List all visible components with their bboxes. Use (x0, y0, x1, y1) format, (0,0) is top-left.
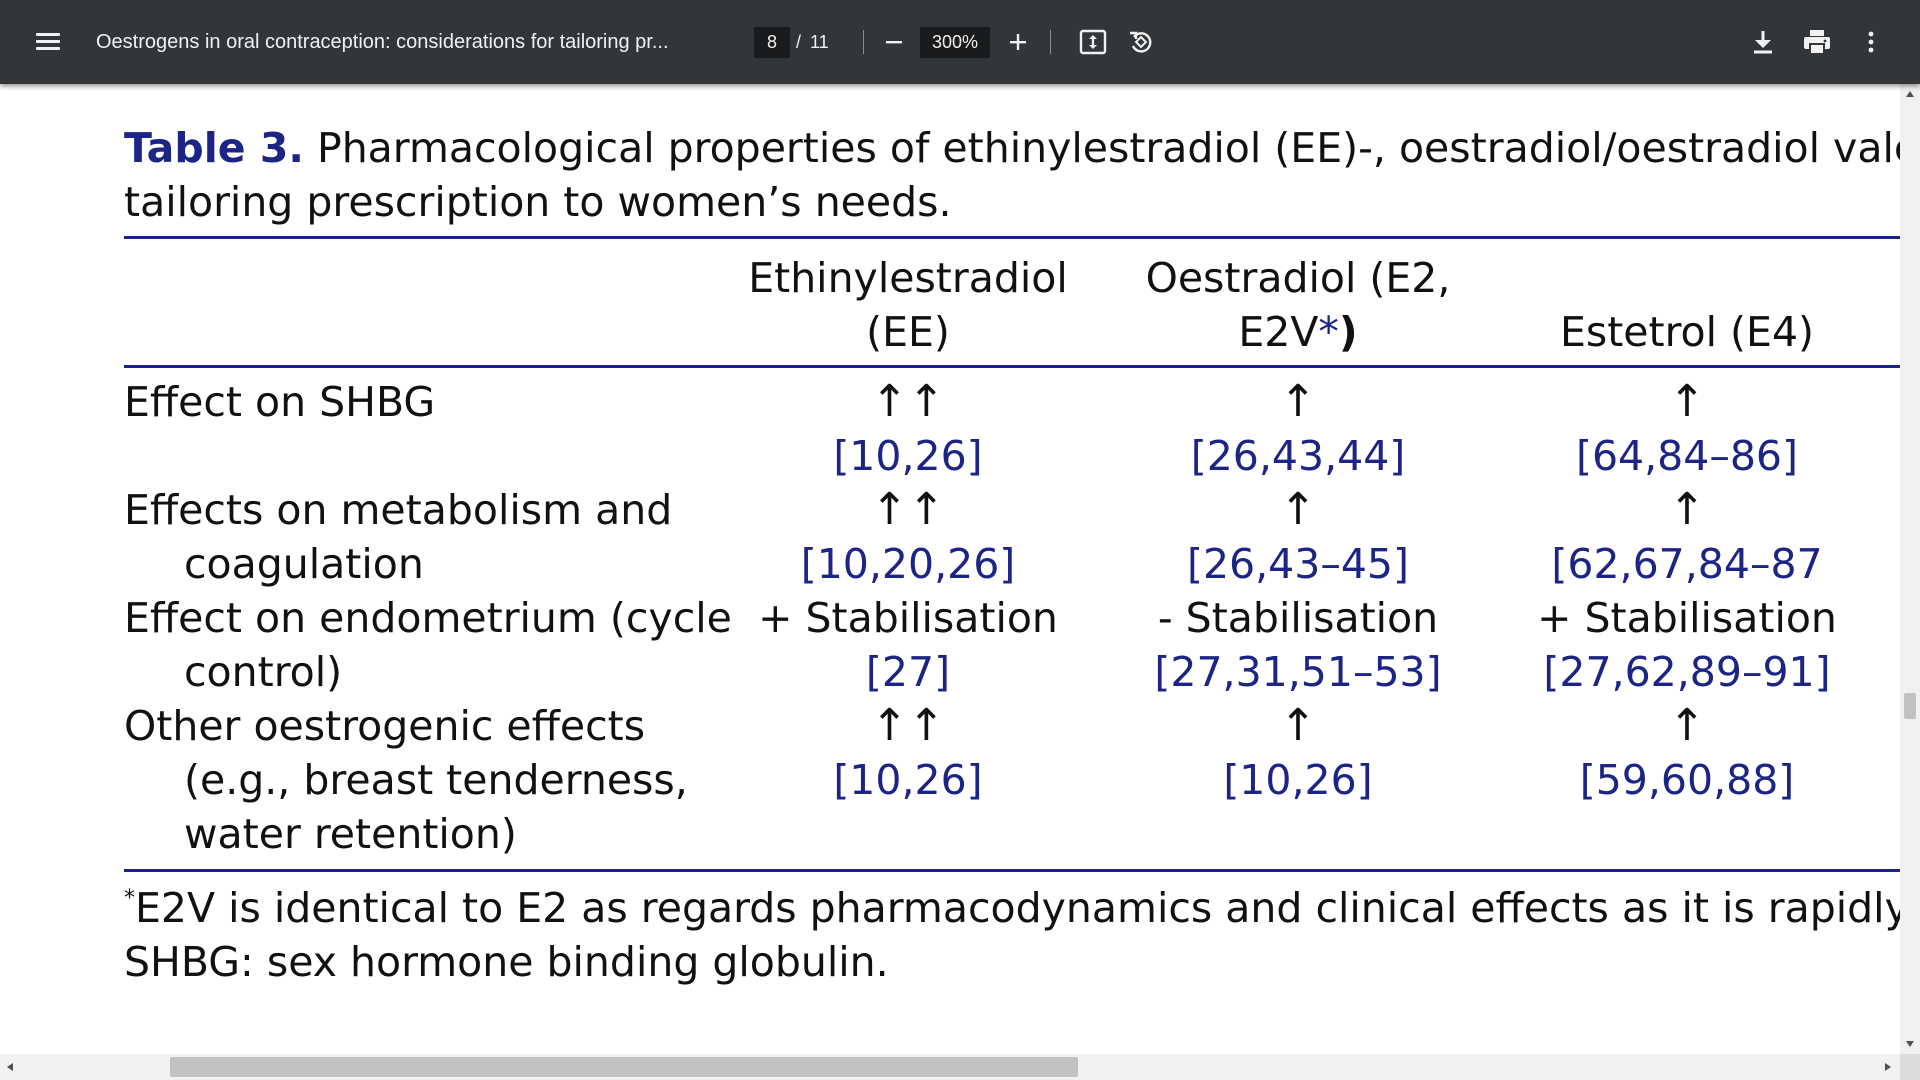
vertical-scrollbar[interactable] (1900, 84, 1920, 1054)
e4-effect: ↑ (1668, 376, 1706, 427)
table-caption-text: Pharmacological properties of ethinylest… (303, 124, 1900, 172)
header-e2-close: ) (1338, 308, 1358, 356)
header-e2-line2: E2V*) (1108, 308, 1488, 356)
ee-reference-link[interactable]: [10,26] (833, 432, 983, 480)
footnote-link[interactable]: * (1318, 308, 1339, 356)
ee-effect: + Stabilisation (758, 594, 1058, 642)
header-e2-line1: Oestradiol (E2, (1145, 254, 1451, 302)
e2-effect: ↑ (1279, 484, 1317, 535)
header-e4: Estetrol (E4) (1559, 308, 1815, 356)
e4-reference-link[interactable]: [64,84–86] (1575, 432, 1799, 480)
table-header-rule (124, 365, 1900, 368)
more-vert-icon[interactable] (1851, 22, 1891, 62)
horizontal-scrollbar[interactable] (0, 1054, 1900, 1080)
table-footnote-line2: SHBG: sex hormone binding globulin. (124, 938, 889, 986)
e4-effect: ↑ (1668, 484, 1706, 535)
e4-effect: ↑ (1668, 700, 1706, 751)
ee-effect: ↑↑ (871, 700, 945, 751)
table-bottom-rule (124, 869, 1900, 872)
vertical-scroll-thumb[interactable] (1904, 693, 1916, 719)
table-caption-line1: Table 3. Pharmacological properties of e… (124, 124, 1900, 172)
document-title: Oestrogens in oral contraception: consid… (96, 31, 669, 53)
e2-effect: ↑ (1279, 700, 1317, 751)
e4-reference-link[interactable]: [62,67,84–87 (1551, 540, 1823, 588)
fit-page-icon[interactable] (1073, 22, 1113, 62)
pdf-page-viewport[interactable]: Table 3. Pharmacological properties of e… (0, 84, 1900, 1054)
e4-effect: + Stabilisation (1537, 594, 1837, 642)
print-icon[interactable] (1797, 22, 1837, 62)
scroll-down-arrow-icon[interactable] (1905, 1040, 1915, 1048)
e2-reference-link[interactable]: [26,43,44] (1190, 432, 1406, 480)
e2-effect: - Stabilisation (1157, 594, 1439, 642)
toolbar-divider (1050, 30, 1051, 54)
zoom-in-icon[interactable] (998, 22, 1038, 62)
e4-reference-link[interactable]: [59,60,88] (1579, 756, 1795, 804)
e2-reference-link[interactable]: [10,26] (1223, 756, 1373, 804)
header-ee-line2: (EE) (866, 308, 950, 356)
ee-reference-link[interactable]: [10,26] (833, 756, 983, 804)
ee-effect: ↑↑ (871, 376, 945, 427)
footnote-marker: * (124, 886, 135, 911)
ee-effect: ↑↑ (871, 484, 945, 535)
page-total: 11 (810, 32, 829, 52)
header-e2v: E2V (1238, 308, 1319, 356)
footnote-text: E2V is identical to E2 as regards pharma… (135, 884, 1900, 932)
e2-reference-link[interactable]: [27,31,51–53] (1154, 648, 1442, 696)
zoom-input[interactable] (920, 27, 990, 58)
row-label-cont: coagulation (184, 540, 424, 588)
zoom-out-icon[interactable] (874, 22, 914, 62)
scroll-up-arrow-icon[interactable] (1905, 90, 1915, 98)
e2-effect: ↑ (1279, 376, 1317, 427)
table-footnote-line1: *E2V is identical to E2 as regards pharm… (124, 884, 1900, 932)
row-label: Effect on SHBG (124, 378, 436, 426)
horizontal-scroll-thumb[interactable] (170, 1057, 1078, 1077)
row-label-cont: water retention) (184, 810, 517, 858)
toolbar-divider (863, 30, 864, 54)
table-top-rule (124, 236, 1900, 239)
download-icon[interactable] (1743, 22, 1783, 62)
table-caption-label: Table 3. (124, 124, 304, 172)
row-label: Other oestrogenic effects (124, 702, 646, 750)
scrollbar-corner (1900, 1054, 1920, 1080)
table-caption-line2: tailoring prescription to women’s needs. (124, 178, 952, 226)
e4-reference-link[interactable]: [27,62,89–91] (1543, 648, 1831, 696)
ee-reference-link[interactable]: [27] (865, 648, 951, 696)
row-label: Effects on metabolism and (124, 486, 673, 534)
scroll-left-arrow-icon[interactable] (6, 1062, 14, 1072)
row-label-cont: control) (184, 648, 343, 696)
page-number-input[interactable] (754, 27, 790, 58)
pdf-toolbar: Oestrogens in oral contraception: consid… (0, 0, 1920, 84)
scroll-right-arrow-icon[interactable] (1884, 1062, 1892, 1072)
header-ee-line1: Ethinylestradiol (748, 254, 1068, 302)
row-label-cont: (e.g., breast tenderness, (184, 756, 688, 804)
page-separator: / (796, 32, 802, 52)
rotate-icon[interactable] (1121, 22, 1161, 62)
menu-icon[interactable] (29, 26, 67, 58)
row-label: Effect on endometrium (cycle (124, 594, 732, 642)
e2-reference-link[interactable]: [26,43–45] (1186, 540, 1410, 588)
ee-reference-link[interactable]: [10,20,26] (800, 540, 1016, 588)
